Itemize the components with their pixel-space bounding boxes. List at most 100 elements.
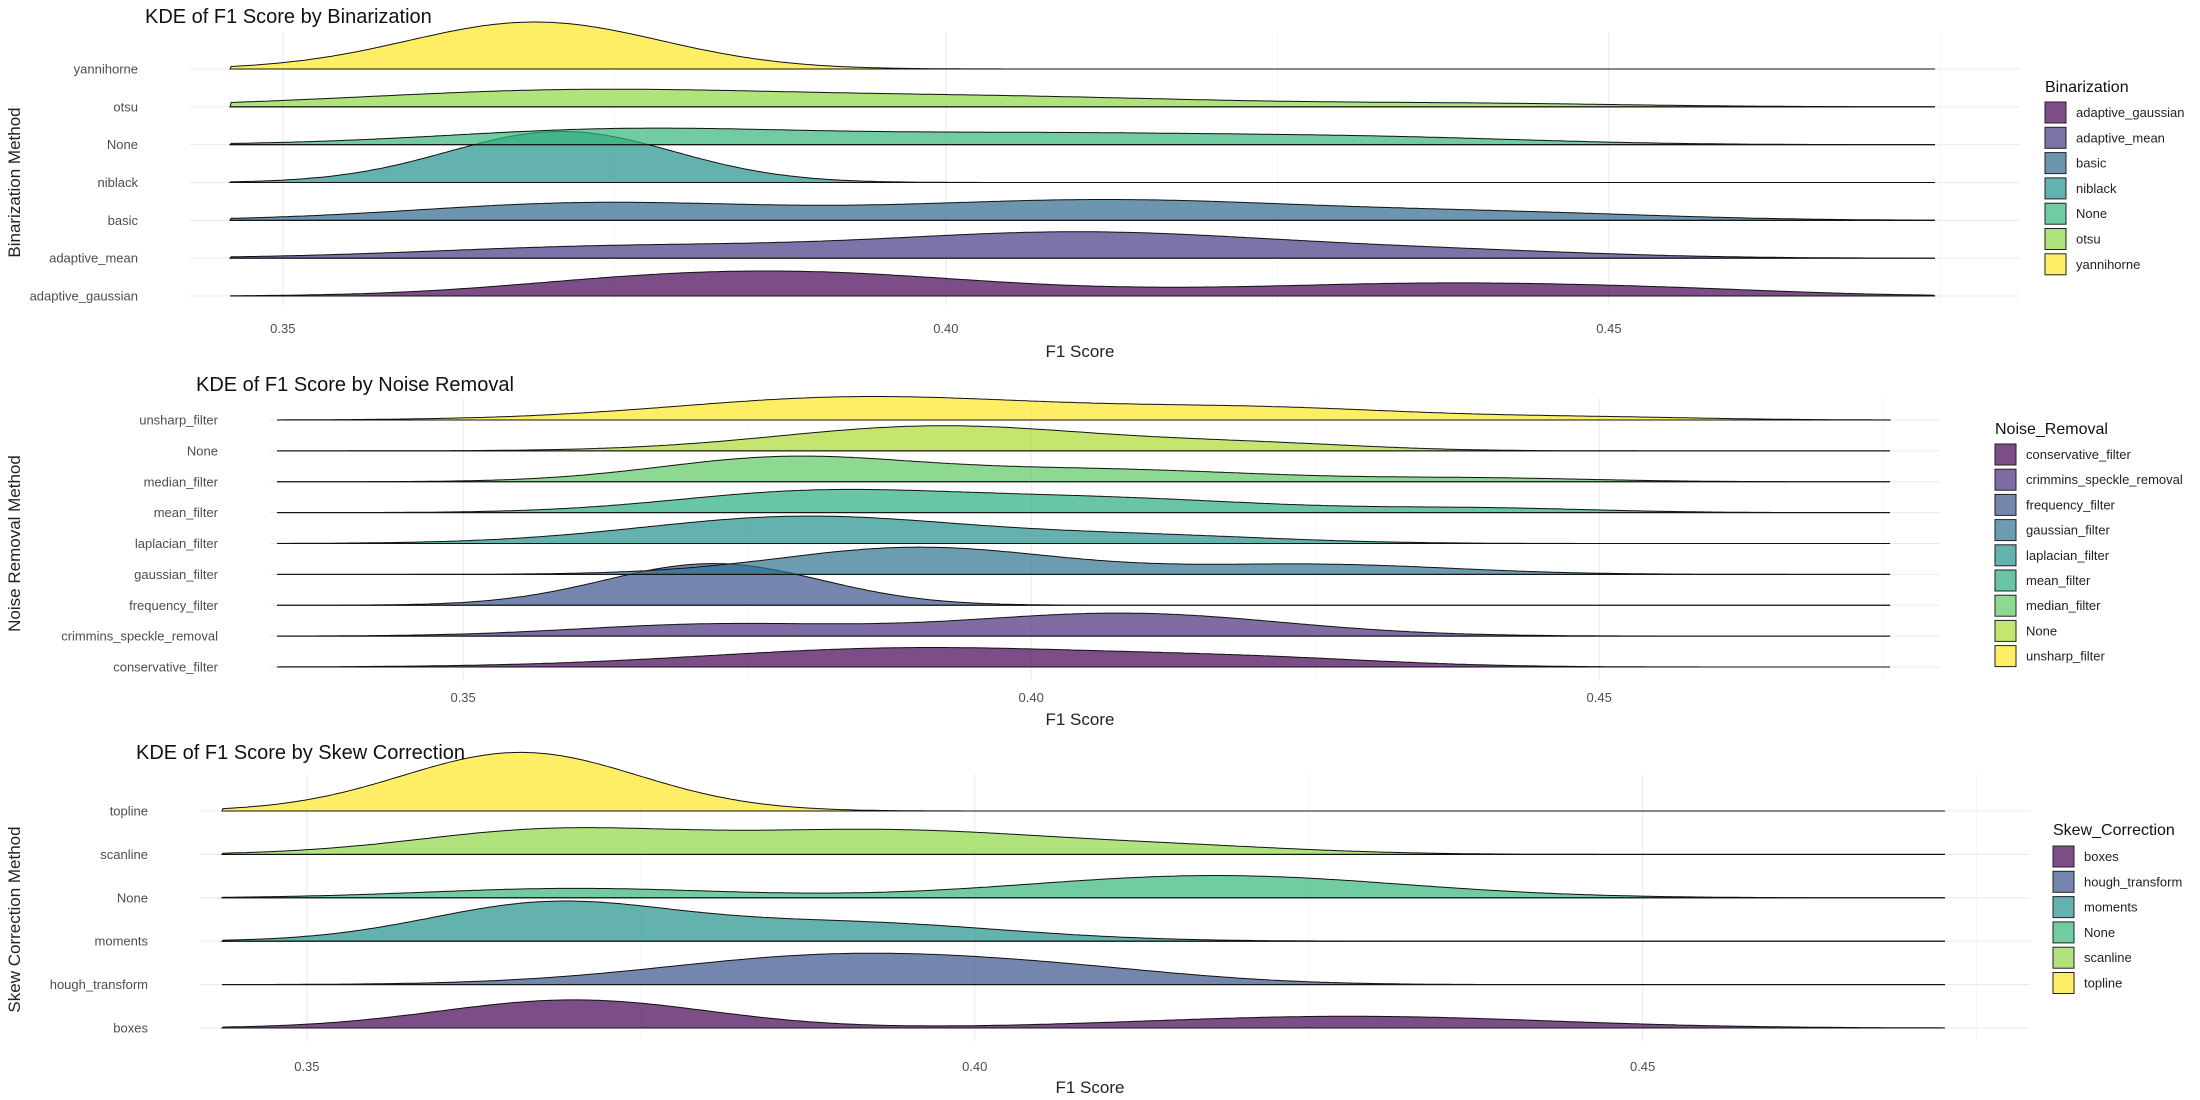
- legend-swatch-crimmins-speckle-removal: [1994, 468, 2017, 491]
- y-tick-label: mean_filter: [154, 505, 219, 520]
- legend-swatch-laplacian-filter: [1994, 544, 2017, 567]
- legend-label-crimmins-speckle-removal: crimmins_speckle_removal: [2026, 472, 2183, 487]
- legend-swatch-hough-transform: [2052, 870, 2075, 893]
- x-tick-label: 0.40: [1019, 690, 1044, 705]
- y-tick-label: unsharp_filter: [139, 413, 218, 428]
- legend-label-boxes: boxes: [2084, 849, 2119, 864]
- ridge-hough-transform: [221, 952, 1945, 986]
- legend-swatch-mean-filter: [1994, 569, 2017, 592]
- y-tick-label: adaptive_gaussian: [30, 289, 138, 304]
- y-tick-label: laplacian_filter: [135, 536, 219, 551]
- y-tick-label: crimmins_speckle_removal: [61, 629, 218, 644]
- legend-label-topline: topline: [2084, 976, 2122, 991]
- ridge-median-filter: [276, 455, 1891, 483]
- x-tick-label: 0.35: [270, 321, 295, 336]
- legend-label-unsharp-filter: unsharp_filter: [2026, 649, 2105, 664]
- legend-label-hough-transform: hough_transform: [2084, 874, 2182, 889]
- ridge-moments: [220, 900, 1945, 942]
- x-tick-label: 0.45: [1596, 321, 1621, 336]
- x-tick-label: 0.40: [933, 321, 958, 336]
- ridge-topline: [221, 751, 1945, 812]
- y-tick-label: None: [107, 137, 138, 152]
- ridge-boxes: [220, 999, 1946, 1029]
- x-tick-label: 0.45: [1630, 1059, 1655, 1074]
- legend-label-none: None: [2084, 925, 2115, 940]
- y-tick-label: median_filter: [144, 474, 219, 489]
- x-axis-title: F1 Score: [1046, 710, 1115, 729]
- x-tick-label: 0.45: [1587, 690, 1612, 705]
- y-tick-label: otsu: [113, 99, 138, 114]
- ridge-adaptive-mean: [228, 231, 1936, 259]
- ridge-conservative-filter: [276, 647, 1890, 668]
- y-axis-title: Noise Removal Method: [5, 455, 24, 632]
- legend-label-moments: moments: [2084, 900, 2138, 915]
- x-tick-label: 0.40: [962, 1059, 987, 1074]
- legend-swatch-otsu: [2044, 228, 2067, 250]
- legend-swatch-median-filter: [1994, 594, 2017, 617]
- y-tick-label: conservative_filter: [113, 660, 218, 675]
- ridge-none: [220, 875, 1945, 899]
- y-tick-label: basic: [108, 213, 139, 228]
- chart-skew-correction-svg: boxeshough_transformmomentsNonescanlinet…: [5, 742, 2182, 1097]
- chart-title: KDE of F1 Score by Skew Correction: [136, 742, 465, 764]
- legend-swatch-scanline: [2052, 946, 2075, 969]
- legend-label-mean-filter: mean_filter: [2026, 573, 2091, 588]
- legend-swatch-none: [1994, 619, 2017, 642]
- ridge-unsharp-filter: [276, 396, 1892, 421]
- legend-swatch-boxes: [2052, 845, 2075, 868]
- x-tick-label: 0.35: [450, 690, 475, 705]
- y-tick-label: moments: [95, 934, 149, 949]
- ridge-mean-filter: [276, 488, 1891, 514]
- legend-label-otsu: otsu: [2076, 232, 2101, 247]
- legend-label-yannihorne: yannihorne: [2076, 257, 2140, 272]
- x-tick-label: 0.35: [294, 1059, 319, 1074]
- legend-label-scanline: scanline: [2084, 950, 2132, 965]
- legend-swatch-none: [2044, 202, 2067, 225]
- y-tick-label: boxes: [113, 1021, 148, 1036]
- ridge-scanline: [221, 827, 1945, 855]
- legend-swatch-basic: [2044, 152, 2067, 175]
- y-axis-title: Skew Correction Method: [5, 826, 24, 1012]
- legend-swatch-frequency-filter: [1994, 493, 2017, 516]
- legend-label-gaussian-filter: gaussian_filter: [2026, 523, 2110, 538]
- x-axis-title: F1 Score: [1056, 1078, 1125, 1097]
- chart-binarization-svg: adaptive_gaussianadaptive_meanbasicnibla…: [5, 6, 2184, 361]
- ridge-none: [228, 127, 1936, 146]
- legend-swatch-none: [2052, 921, 2075, 944]
- legend-label-basic: basic: [2076, 156, 2107, 171]
- legend-swatch-unsharp-filter: [1994, 645, 2017, 668]
- chart-noise-removal-svg: conservative_filter crimmins_speckle_remo…: [5, 374, 2183, 729]
- chart-noise-removal: conservative_filter crimmins_speckle_remo…: [0, 368, 2200, 729]
- y-tick-label: None: [117, 890, 148, 905]
- y-tick-label: adaptive_mean: [49, 251, 138, 266]
- y-axis-title: Binarization Method: [5, 107, 24, 257]
- legend-swatch-adaptive-mean: [2044, 126, 2067, 149]
- legend-label-adaptive-mean: adaptive_mean: [2076, 130, 2165, 145]
- x-axis-title: F1 Score: [1046, 342, 1115, 361]
- y-tick-label: hough_transform: [50, 977, 148, 992]
- ridge-yannihorne: [229, 21, 1935, 70]
- legend-title: Noise_Removal: [1995, 421, 2108, 438]
- y-tick-label: yannihorne: [74, 62, 138, 77]
- legend-swatch-yannihorne: [2044, 253, 2067, 276]
- chart-skew-correction: boxes hough_transform moments None scanline t…: [0, 736, 2200, 1100]
- ridge-otsu: [229, 88, 1936, 108]
- legend-title: Skew_Correction: [2053, 822, 2175, 839]
- ridge-adaptive-gaussian: [229, 270, 1936, 297]
- y-tick-label: frequency_filter: [129, 598, 219, 613]
- ridge-laplacian-filter: [276, 515, 1890, 544]
- legend-swatch-niblack: [2044, 177, 2067, 200]
- legend-label-frequency-filter: frequency_filter: [2026, 497, 2116, 512]
- legend-swatch-adaptive-gaussian: [2044, 101, 2067, 124]
- legend-swatch-conservative-filter: [1994, 443, 2017, 466]
- y-tick-label: niblack: [98, 175, 139, 190]
- y-tick-label: gaussian_filter: [134, 567, 218, 582]
- legend-label-laplacian-filter: laplacian_filter: [2026, 548, 2110, 563]
- chart-title: KDE of F1 Score by Binarization: [145, 6, 432, 28]
- y-tick-label: None: [187, 443, 218, 458]
- legend-swatch-moments: [2052, 896, 2075, 919]
- y-tick-label: topline: [110, 804, 148, 819]
- legend-swatch-gaussian-filter: [1994, 519, 2017, 542]
- chart-binarization: adaptive_gaussian adaptive_mean basic nibla…: [0, 0, 2200, 361]
- legend-label-niblack: niblack: [2076, 181, 2117, 196]
